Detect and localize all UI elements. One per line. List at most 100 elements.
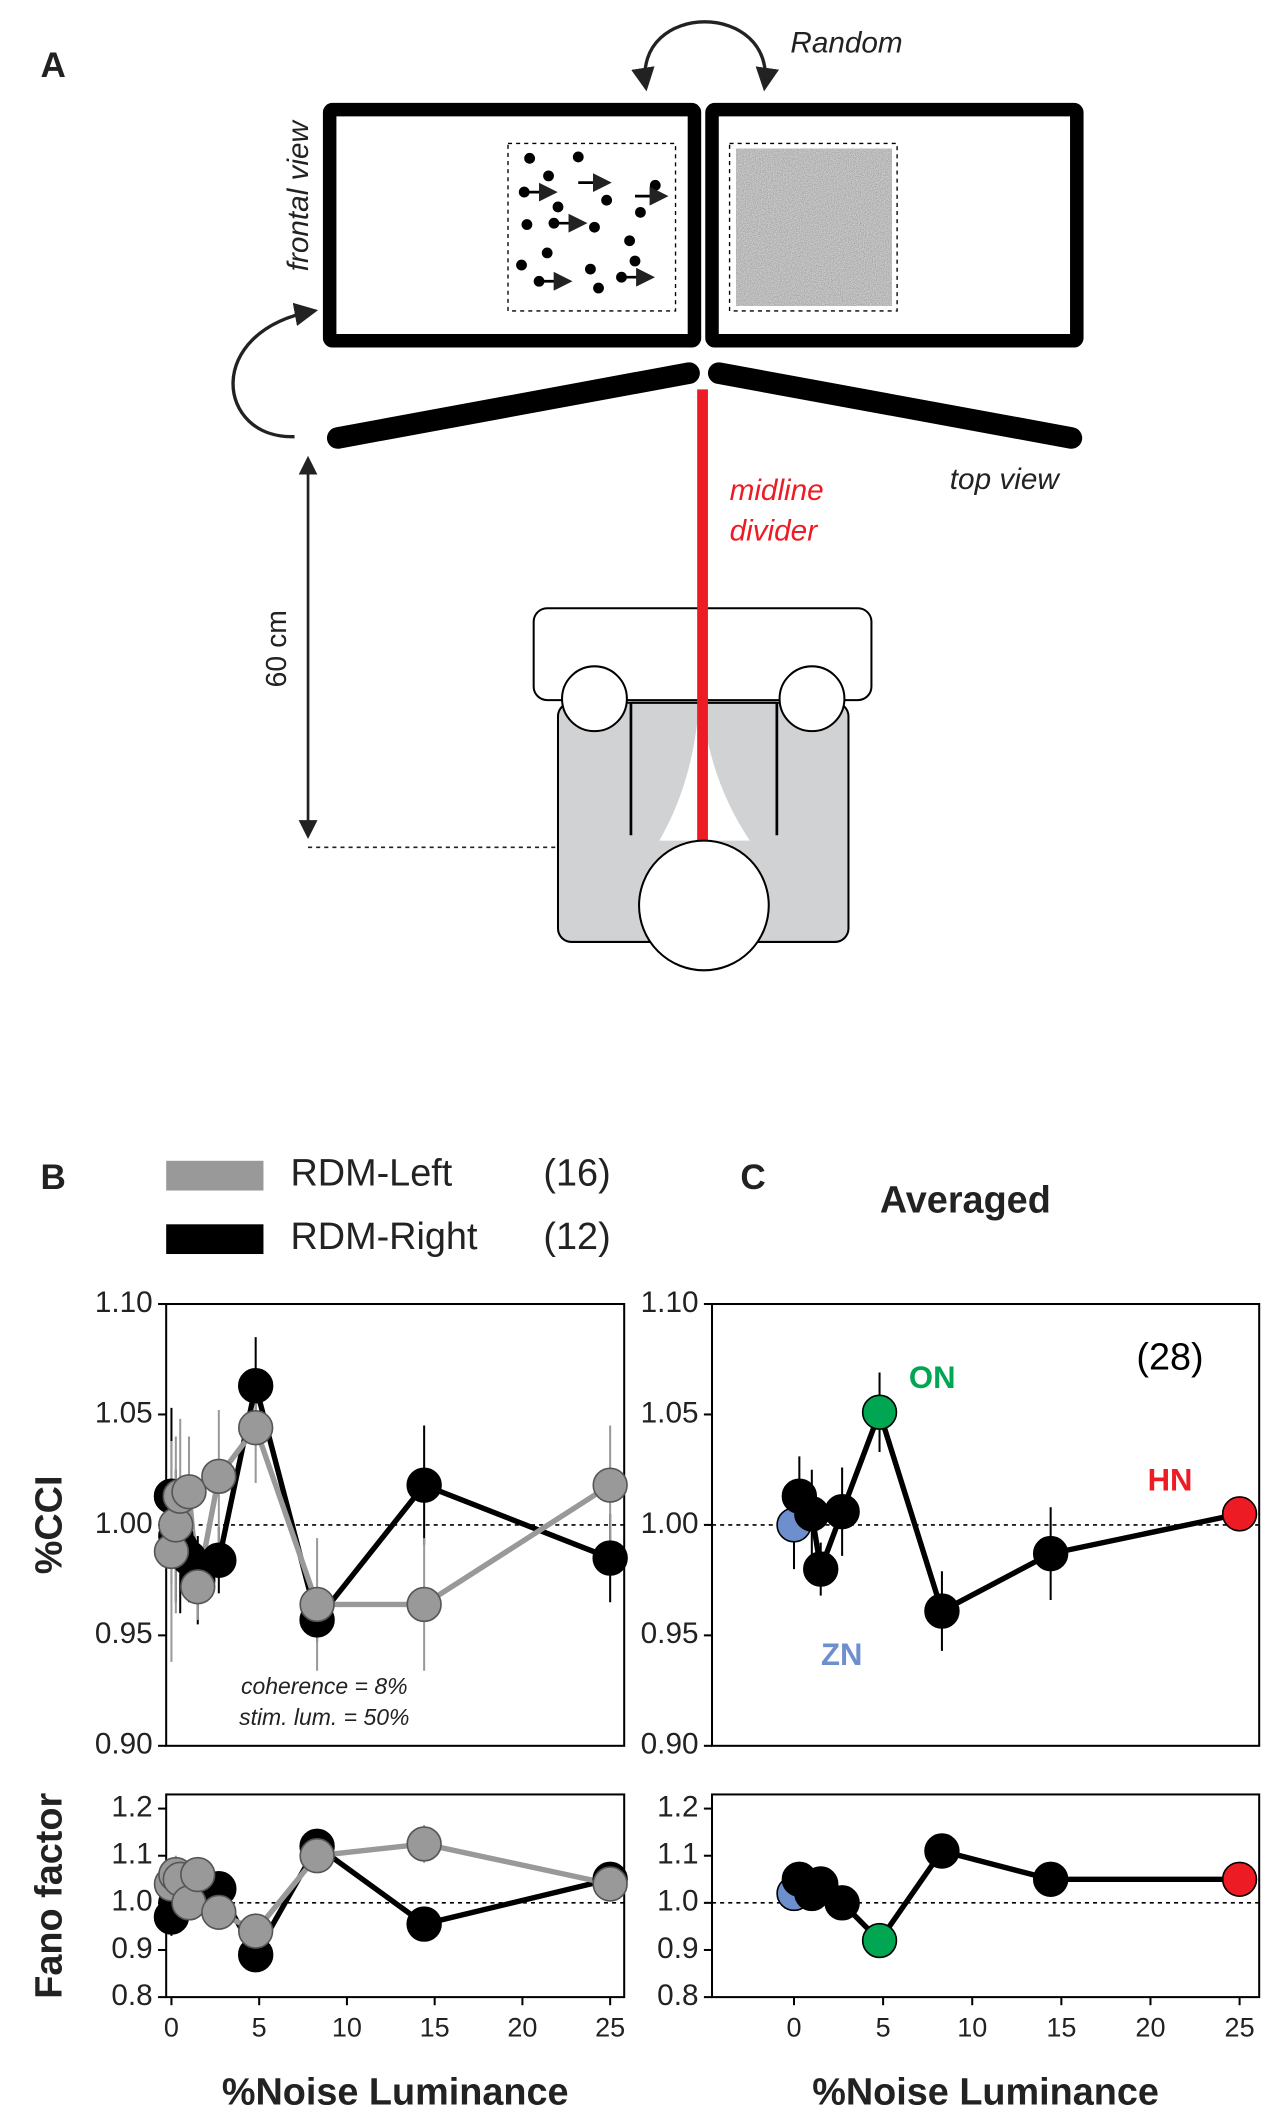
y-tick-label: 0.90 — [95, 1728, 153, 1761]
rdm-aperture — [507, 142, 677, 312]
divider-label: midline — [730, 474, 824, 507]
data-point — [861, 1922, 898, 1959]
data-point — [180, 1856, 216, 1893]
data-point — [299, 1586, 335, 1623]
x-tick-label: 0 — [786, 2013, 801, 2043]
noise-aperture — [728, 142, 898, 312]
data-point — [201, 1894, 237, 1930]
data-point — [1221, 1496, 1258, 1532]
x-tick-label: 15 — [1046, 2013, 1076, 2043]
left-monitor — [322, 102, 702, 348]
y-tick-label: 1.00 — [95, 1507, 153, 1540]
y-tick-label: 1.0 — [111, 1885, 152, 1918]
annotation: coherence = 8% — [241, 1673, 408, 1699]
y-tick-label: 0.9 — [657, 1932, 698, 1965]
y-tick-label: 0.8 — [657, 1979, 698, 2012]
data-point — [171, 1474, 207, 1510]
data-point — [1221, 1861, 1258, 1897]
x-tick-label: 0 — [164, 2013, 179, 2043]
y-axis-label: %CCI — [28, 1476, 70, 1575]
x-axis-label: %Noise Luminance — [812, 2071, 1159, 2113]
shoulder — [778, 665, 846, 733]
left-monitor-top — [326, 362, 700, 449]
annotation: ZN — [821, 1637, 862, 1672]
y-tick-label: 0.9 — [111, 1932, 152, 1965]
y-tick-label: 0.8 — [111, 1979, 152, 2012]
data-point — [237, 1410, 274, 1446]
view-arrow — [231, 302, 319, 439]
data-point — [237, 1913, 274, 1949]
annotation: HN — [1148, 1463, 1193, 1498]
x-tick-label: 25 — [1225, 2013, 1255, 2043]
panel-label: B — [41, 1158, 66, 1197]
data-point — [1032, 1861, 1069, 1897]
legend-count: (16) — [543, 1153, 610, 1195]
y-tick-label: 1.05 — [95, 1396, 153, 1429]
panel-label: C — [740, 1158, 765, 1197]
legend-swatch — [166, 1160, 264, 1191]
data-point — [592, 1467, 628, 1503]
annotation: (28) — [1136, 1336, 1203, 1378]
series-line — [791, 1403, 1241, 1615]
series-line — [168, 1422, 612, 1608]
plot-frame — [710, 1793, 1261, 1999]
y-tick-label: 1.00 — [641, 1507, 699, 1540]
data-point — [824, 1493, 860, 1530]
y-axis-label: Fano factor — [28, 1793, 70, 1999]
y-tick-label: 1.1 — [657, 1838, 698, 1871]
head — [638, 839, 770, 972]
data-point — [794, 1496, 830, 1532]
data-point — [1032, 1535, 1069, 1572]
y-tick-label: 0.95 — [641, 1617, 699, 1650]
data-point — [924, 1833, 960, 1869]
chart-title: Averaged — [880, 1180, 1051, 1222]
x-tick-label: 25 — [595, 2013, 625, 2043]
data-point — [824, 1885, 860, 1921]
x-tick-label: 10 — [957, 2013, 987, 2043]
noise-patch — [736, 148, 892, 306]
x-tick-label: 5 — [876, 2013, 891, 2043]
right-monitor-top — [707, 362, 1083, 449]
x-tick-label: 20 — [507, 2013, 537, 2043]
data-point — [406, 1906, 442, 1942]
top-view-label: top view — [950, 463, 1062, 496]
motion-arrows — [524, 173, 669, 291]
y-tick-label: 0.90 — [641, 1728, 699, 1761]
y-tick-label: 1.10 — [95, 1286, 153, 1319]
legend-swatch — [166, 1224, 264, 1255]
x-tick-label: 5 — [252, 2013, 267, 2043]
data-point — [299, 1838, 335, 1874]
y-tick-label: 1.0 — [657, 1885, 698, 1918]
x-tick-label: 20 — [1135, 2013, 1165, 2043]
data-point — [201, 1458, 237, 1495]
legend-label: RDM-Left — [290, 1153, 452, 1195]
y-tick-label: 0.95 — [95, 1617, 153, 1650]
x-axis-label: %Noise Luminance — [222, 2071, 569, 2113]
distance-label: 60 cm — [261, 610, 293, 687]
series-line — [791, 1847, 1240, 1945]
annotation: ON — [909, 1360, 956, 1395]
data-point — [861, 1394, 898, 1430]
random-label: Random — [790, 27, 902, 60]
dots — [516, 151, 661, 294]
data-point — [592, 1866, 628, 1902]
legend-count: (12) — [543, 1216, 610, 1258]
data-point — [180, 1569, 216, 1605]
x-tick-label: 10 — [332, 2013, 362, 2043]
setup-diagram: Random frontal view top view 60 cm midli… — [231, 20, 1084, 972]
data-point — [924, 1593, 960, 1629]
x-tick-label: 15 — [420, 2013, 450, 2043]
data-point — [406, 1586, 442, 1623]
y-tick-label: 1.2 — [111, 1790, 152, 1823]
y-tick-label: 1.10 — [641, 1286, 699, 1319]
series-line — [168, 1385, 612, 1626]
y-tick-label: 1.1 — [111, 1838, 152, 1871]
panel-label: A — [41, 46, 66, 85]
y-tick-label: 1.2 — [657, 1790, 698, 1823]
divider-label: divider — [730, 514, 819, 547]
data-point — [406, 1826, 442, 1862]
data-point — [803, 1551, 839, 1587]
legend-label: RDM-Right — [290, 1216, 477, 1258]
shoulder — [561, 665, 628, 733]
